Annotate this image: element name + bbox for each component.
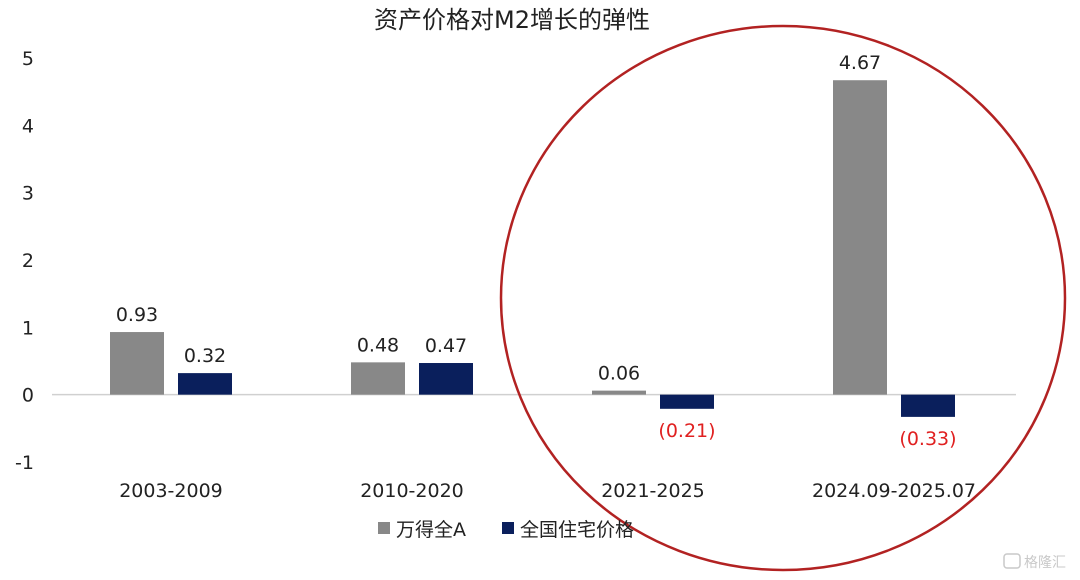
data-label: 0.06 bbox=[598, 363, 640, 385]
watermark-text: 格隆汇 bbox=[1024, 555, 1066, 571]
legend-label: 全国住宅价格 bbox=[520, 519, 634, 541]
y-axis: -1 0 1 2 3 4 5 bbox=[15, 48, 34, 474]
x-category-label: 2024.09-2025.07 bbox=[812, 480, 976, 502]
data-label: 0.93 bbox=[116, 304, 158, 326]
bar bbox=[901, 394, 955, 417]
bar bbox=[592, 390, 646, 395]
legend-swatch bbox=[502, 522, 514, 534]
data-labels: 0.93 0.32 0.48 0.47 0.06 (0.21) 4.67 (0.33) bbox=[116, 52, 957, 450]
legend: 万得全A 全国住宅价格 bbox=[378, 519, 634, 541]
legend-label: 万得全A bbox=[396, 519, 466, 541]
bars bbox=[110, 80, 955, 417]
bar bbox=[178, 373, 232, 395]
watermark-logo-icon bbox=[1003, 553, 1021, 569]
legend-swatch bbox=[378, 522, 390, 534]
x-category-label: 2010-2020 bbox=[360, 480, 464, 502]
y-tick-label: 5 bbox=[22, 48, 34, 70]
data-label: 0.47 bbox=[425, 335, 467, 357]
watermark: 格隆汇 bbox=[1003, 553, 1066, 571]
bar bbox=[110, 332, 164, 395]
data-label: 0.32 bbox=[184, 345, 226, 367]
bar bbox=[833, 80, 887, 395]
highlight-circle bbox=[499, 24, 1067, 572]
chart-title: 资产价格对M2增长的弹性 bbox=[374, 6, 650, 34]
bar bbox=[660, 394, 714, 409]
bar bbox=[351, 362, 405, 395]
y-tick-label: 1 bbox=[22, 317, 34, 339]
data-label: 4.67 bbox=[839, 52, 881, 74]
y-tick-label: 4 bbox=[22, 115, 34, 137]
y-tick-label: 3 bbox=[22, 183, 34, 205]
x-axis: 2003-2009 2010-2020 2021-2025 2024.09-2025.… bbox=[119, 480, 976, 502]
data-label: (0.21) bbox=[658, 420, 715, 442]
y-tick-label: -1 bbox=[15, 452, 34, 474]
data-label: (0.33) bbox=[899, 428, 956, 450]
y-tick-label: 2 bbox=[22, 250, 34, 272]
y-tick-label: 0 bbox=[22, 385, 34, 407]
x-category-label: 2021-2025 bbox=[601, 480, 705, 502]
bar bbox=[419, 363, 473, 395]
data-label: 0.48 bbox=[357, 334, 399, 356]
x-category-label: 2003-2009 bbox=[119, 480, 223, 502]
